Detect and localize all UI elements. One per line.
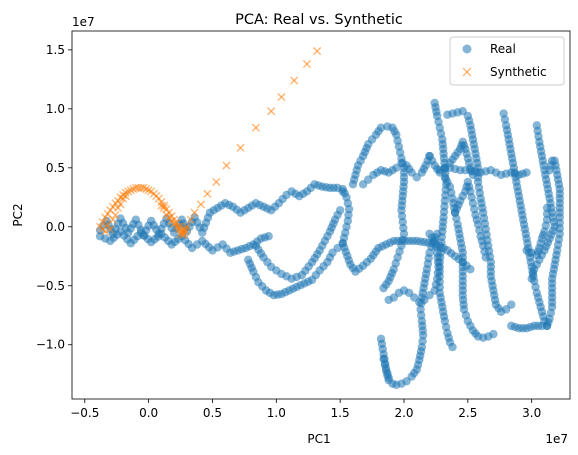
x-axis-offset-label: 1e7 xyxy=(545,432,568,446)
x-axis-label: PC1 xyxy=(307,432,330,446)
real-point xyxy=(522,168,531,177)
y-tick-label: 0.0 xyxy=(46,220,65,234)
legend-real-label: Real xyxy=(490,42,516,56)
synthetic-point xyxy=(139,183,148,193)
x-tick-label: −0.5 xyxy=(70,406,99,420)
x-tick-label: 0.0 xyxy=(139,406,158,420)
legend-synthetic-marker xyxy=(462,67,472,77)
synthetic-point xyxy=(196,200,206,209)
chart-title: PCA: Real vs. Synthetic xyxy=(235,12,403,28)
synthetic-point xyxy=(121,188,130,197)
synthetic-point xyxy=(176,229,185,239)
synthetic-point xyxy=(190,208,199,217)
synthetic-point xyxy=(290,76,299,85)
real-point xyxy=(542,209,552,219)
y-tick-label: −0.5 xyxy=(36,279,65,293)
x-tick-label: 0.5 xyxy=(203,406,222,420)
synthetic-point xyxy=(302,59,312,69)
real-point xyxy=(507,300,516,309)
legend-synthetic-label: Synthetic xyxy=(490,65,547,79)
synthetic-point xyxy=(212,177,221,187)
y-axis-offset-label: 1e7 xyxy=(72,15,95,29)
synthetic-point xyxy=(236,143,245,152)
real-series xyxy=(95,98,564,390)
synthetic-point xyxy=(141,184,151,194)
synthetic-point xyxy=(101,227,110,236)
synthetic-series xyxy=(95,46,322,240)
real-point xyxy=(264,232,273,241)
y-tick-label: 1.5 xyxy=(46,43,65,57)
synthetic-point xyxy=(203,189,212,198)
synthetic-point xyxy=(313,46,322,56)
real-point xyxy=(448,342,457,352)
real-point xyxy=(489,329,498,339)
synthetic-point xyxy=(108,215,117,224)
real-point xyxy=(376,123,386,132)
legend-real-marker xyxy=(462,44,472,54)
y-axis-ticks: −1.0 −0.5 0.0 0.5 1.0 1.5 xyxy=(36,43,72,352)
synthetic-point xyxy=(277,92,286,102)
legend-real-circle xyxy=(462,44,472,54)
plot-frame xyxy=(71,30,571,400)
real-point xyxy=(379,283,388,293)
synthetic-point xyxy=(159,203,169,213)
legend: Real Synthetic xyxy=(449,36,565,86)
synthetic-point xyxy=(144,186,153,195)
real-point xyxy=(466,265,475,274)
real-point xyxy=(542,203,552,213)
synthetic-point xyxy=(251,123,261,132)
synthetic-point xyxy=(124,187,133,196)
synthetic-point xyxy=(222,161,231,170)
synthetic-point xyxy=(267,107,276,116)
x-tick-label: 1.5 xyxy=(331,406,350,420)
real-point xyxy=(527,274,536,283)
real-point xyxy=(338,184,347,194)
synthetic-point xyxy=(106,225,115,234)
real-point xyxy=(335,206,345,215)
synthetic-point xyxy=(178,230,188,240)
synthetic-point xyxy=(98,217,107,227)
y-tick-label: 1.0 xyxy=(46,102,65,116)
real-point xyxy=(384,295,393,305)
legend-synthetic-x xyxy=(462,67,472,77)
y-axis-label: PC2 xyxy=(11,203,25,226)
x-tick-label: 1.0 xyxy=(267,406,286,420)
x-tick-label: 2.5 xyxy=(458,406,477,420)
x-tick-label: 3.0 xyxy=(522,406,541,420)
synthetic-point xyxy=(186,215,195,224)
real-point xyxy=(481,253,490,262)
synthetic-point xyxy=(121,191,130,201)
legend-box xyxy=(449,36,565,86)
svg-text:1e7: 1e7 xyxy=(72,15,95,29)
synthetic-point xyxy=(116,200,125,209)
y-tick-label: −1.0 xyxy=(36,338,65,352)
x-tick-label: 2.0 xyxy=(394,406,413,420)
real-point xyxy=(468,170,478,180)
y-tick-label: 0.5 xyxy=(46,161,65,175)
real-point xyxy=(542,215,552,224)
plot-area xyxy=(72,31,570,399)
x-axis-ticks: −0.5 0.0 0.5 1.0 1.5 2.0 2.5 3.0 xyxy=(70,399,541,420)
synthetic-point xyxy=(111,210,120,220)
plot-background xyxy=(72,31,570,399)
real-point xyxy=(384,375,393,385)
real-point xyxy=(358,180,368,189)
